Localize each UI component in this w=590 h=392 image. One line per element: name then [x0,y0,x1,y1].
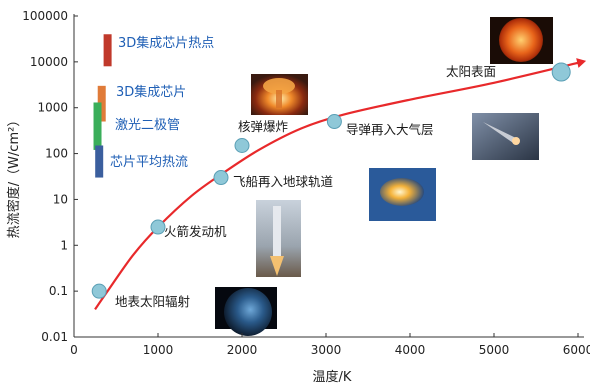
x-tick-label: 0 [70,343,78,357]
y-axis-ticks: 0.01 0.1 1 10 100 1000 10000 100000 [22,9,78,344]
data-point-labels: 地表太阳辐射 火箭发动机 飞船再入地球轨道 核弹爆炸 导弹再入大气层 太阳表面 [115,64,496,309]
data-points [91,62,571,299]
y-tick-label: 1000 [37,101,68,115]
missile-reentry-image [472,113,539,160]
x-tick-label: 3000 [311,343,342,357]
data-point-label: 导弹再入大气层 [346,122,434,137]
y-tick-label: 1 [60,238,68,252]
chip-label: 3D集成芯片热点 [118,35,214,51]
x-tick-label: 1000 [143,343,174,357]
y-tick-label: 0.1 [49,284,68,298]
y-axis-title: 热流密度/（W/cm²） [6,114,22,239]
sun-surface-image [490,17,553,64]
chip-label: 芯片平均热流 [110,155,188,170]
x-tick-label: 2000 [227,343,258,357]
data-point [326,114,342,130]
x-axis-title: 温度/K [313,369,352,385]
y-tick-label: 100000 [22,9,68,23]
axes: 0 1000 2000 3000 4000 5000 6000 0.01 0.1 1 10 100 1… [22,9,590,357]
data-point [150,219,166,235]
data-point [91,283,107,299]
x-tick-label: 5000 [479,343,510,357]
y-tick-label: 10000 [30,55,68,69]
x-axis-ticks: 0 1000 2000 3000 4000 5000 6000 [70,333,590,357]
rocket-engine-image [256,200,301,277]
nuclear-explosion-image [251,74,308,115]
data-point-label: 地表太阳辐射 [115,294,190,309]
chip-bar [93,102,102,150]
data-point-label: 太阳表面 [446,64,496,79]
y-tick-label: 100 [45,147,68,161]
chip-label: 3D集成芯片 [116,84,186,100]
chip-bar [103,34,112,67]
data-point-label: 飞船再入地球轨道 [233,174,334,189]
data-point [551,62,571,82]
y-tick-label: 10 [53,192,68,206]
earth-image [215,287,277,336]
data-point-label: 火箭发动机 [164,224,227,239]
y-tick-label: 0.01 [41,330,68,344]
data-point [234,137,250,153]
data-point [213,170,229,186]
chip-label: 激光二极管 [115,118,180,133]
trend-curve [94,60,583,311]
spacecraft-reentry-image [369,168,436,221]
chip-bar [95,145,104,178]
data-point-label: 核弹爆炸 [238,119,289,134]
trend-curve-arrowhead [576,58,587,68]
x-tick-label: 4000 [395,343,426,357]
chip-bar [97,85,106,122]
x-tick-label: 6000 [563,343,590,357]
